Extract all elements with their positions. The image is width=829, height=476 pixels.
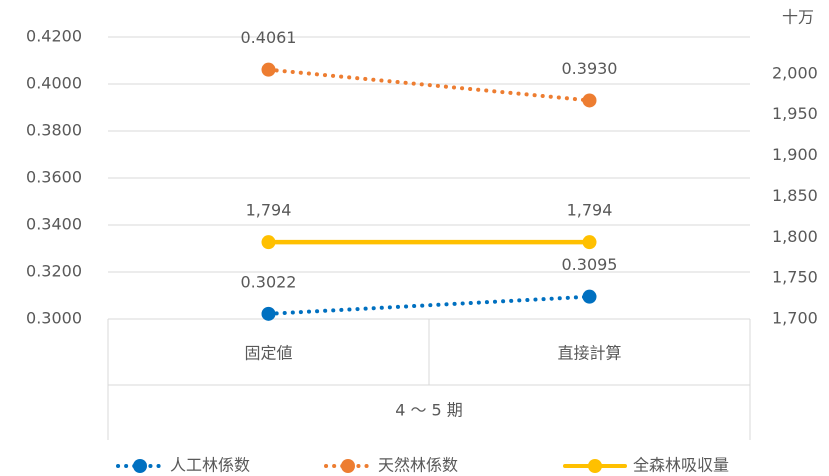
series-line: [266, 294, 592, 316]
y-tick-label: 0.3200: [26, 262, 82, 281]
x-tick-label: 固定値: [244, 344, 292, 363]
y-tick-label: 0.4200: [26, 27, 82, 46]
legend-label: 天然林係数: [378, 456, 458, 475]
y2-tick-label: 1,900: [772, 145, 818, 164]
data-label: 1,794: [567, 201, 613, 220]
y2-tick-label: 1,750: [772, 268, 818, 287]
data-point: [582, 289, 597, 304]
data-label: 0.3022: [241, 272, 297, 291]
data-label: 0.3930: [562, 59, 618, 78]
data-point: [261, 235, 276, 250]
data-point: [261, 62, 276, 77]
legend-label: 人工林係数: [170, 456, 250, 475]
y2-axis-label: 十万: [782, 8, 814, 27]
y-tick-label: 0.4000: [26, 74, 82, 93]
y2-tick-label: 1,800: [772, 227, 818, 246]
data-label: 1,794: [246, 201, 292, 220]
data-label: 0.3095: [562, 255, 618, 274]
x-tick-label: 直接計算: [557, 344, 621, 363]
x-group-label: 4 ～ 5 期: [395, 401, 463, 420]
data-label: 0.4061: [241, 28, 297, 47]
legend-marker: [588, 459, 602, 473]
legend-marker: [341, 459, 355, 473]
y2-tick-label: 1,700: [772, 309, 818, 328]
data-point: [582, 93, 597, 108]
y2-tick-label: 1,850: [772, 186, 818, 205]
legend-marker: [133, 459, 147, 473]
series-line: [266, 67, 592, 103]
y2-tick-label: 1,950: [772, 104, 818, 123]
y-tick-label: 0.3400: [26, 215, 82, 234]
legend-label: 全森林吸収量: [633, 456, 729, 475]
data-point: [261, 306, 276, 321]
y-tick-label: 0.3600: [26, 168, 82, 187]
y-tick-label: 0.3000: [26, 309, 82, 328]
y-tick-label: 0.3800: [26, 121, 82, 140]
y2-tick-label: 2,000: [772, 63, 818, 82]
data-point: [582, 235, 597, 250]
